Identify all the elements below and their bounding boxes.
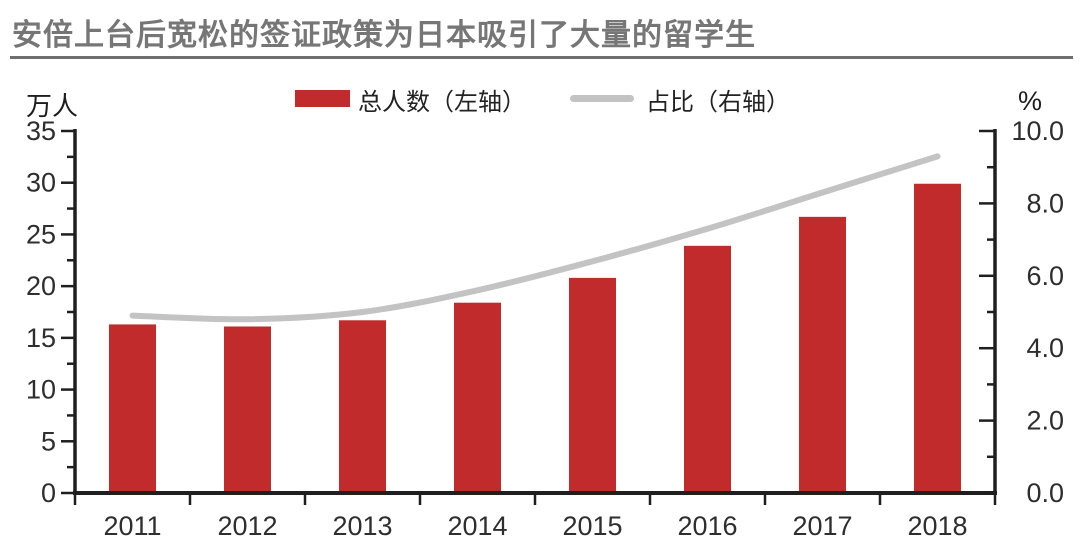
title-underline (10, 56, 1073, 59)
x-axis-label-2015: 2015 (562, 511, 622, 541)
right-axis-unit-label: % (1018, 86, 1043, 116)
right-axis-tick-label: 0.0 (1026, 478, 1064, 508)
right-axis-tick-label: 10.0 (1011, 116, 1064, 146)
line-series-swatch (570, 95, 634, 102)
right-axis-tick-label: 2.0 (1026, 406, 1064, 436)
legend-label-line: 占比（右轴） (646, 90, 790, 116)
x-axis-label-2012: 2012 (217, 511, 277, 541)
x-axis-label-2016: 2016 (677, 511, 737, 541)
x-axis-label-2014: 2014 (447, 511, 507, 541)
right-axis-tick-label: 8.0 (1026, 188, 1064, 218)
bar-series-swatch (295, 90, 350, 107)
legend-label-bars: 总人数（左轴） (358, 90, 526, 116)
bar-2014 (454, 302, 501, 493)
bar-2015 (569, 277, 616, 493)
x-axis-label-2017: 2017 (792, 511, 852, 541)
left-axis-tick-label: 15 (26, 323, 56, 353)
x-axis-label-2011: 2011 (103, 511, 161, 541)
bar-2012 (224, 326, 271, 493)
x-axis-label-2018: 2018 (907, 511, 967, 541)
right-axis-tick-label: 6.0 (1026, 261, 1064, 291)
bar-2016 (684, 245, 731, 493)
left-axis-tick-label: 35 (26, 116, 56, 146)
bar-2013 (339, 320, 386, 493)
ratio-line (129, 153, 941, 323)
left-axis-tick-label: 25 (26, 219, 56, 249)
bar-2017 (799, 216, 846, 494)
bar-2011 (109, 324, 156, 493)
left-axis-tick-label: 10 (26, 375, 56, 405)
left-axis-tick-label: 0 (41, 478, 56, 508)
left-axis-tick-label: 30 (26, 168, 56, 198)
right-axis-tick-label: 4.0 (1026, 333, 1064, 363)
bar-2018 (914, 183, 961, 493)
x-axis-label-2013: 2013 (332, 511, 392, 541)
left-axis-unit-label: 万人 (26, 92, 79, 121)
left-axis-tick-label: 20 (26, 271, 56, 301)
left-axis-tick-label: 5 (41, 426, 56, 456)
chart-title: 安倍上台后宽松的签证政策为日本吸引了大量的留学生 (12, 19, 756, 52)
